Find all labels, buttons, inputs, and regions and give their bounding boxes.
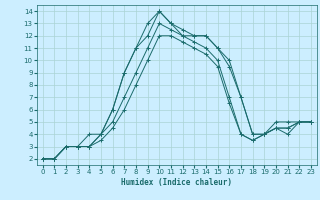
X-axis label: Humidex (Indice chaleur): Humidex (Indice chaleur) <box>121 178 232 187</box>
